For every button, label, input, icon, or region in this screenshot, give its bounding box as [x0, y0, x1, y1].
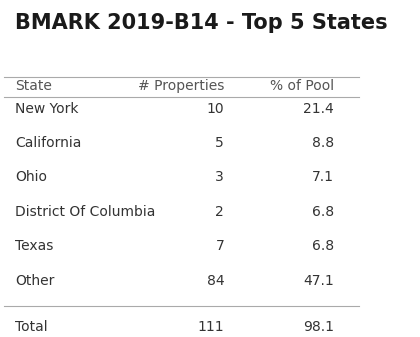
Text: 8.8: 8.8: [312, 136, 334, 150]
Text: Texas: Texas: [15, 239, 53, 253]
Text: 6.8: 6.8: [312, 205, 334, 219]
Text: 98.1: 98.1: [303, 320, 334, 334]
Text: 7: 7: [215, 239, 224, 253]
Text: 3: 3: [215, 171, 224, 184]
Text: # Properties: # Properties: [138, 79, 224, 93]
Text: 7.1: 7.1: [312, 171, 334, 184]
Text: % of Pool: % of Pool: [270, 79, 334, 93]
Text: 21.4: 21.4: [303, 102, 334, 116]
Text: 10: 10: [207, 102, 224, 116]
Text: District Of Columbia: District Of Columbia: [15, 205, 155, 219]
Text: State: State: [15, 79, 52, 93]
Text: 84: 84: [207, 274, 224, 287]
Text: 2: 2: [215, 205, 224, 219]
Text: 6.8: 6.8: [312, 239, 334, 253]
Text: California: California: [15, 136, 81, 150]
Text: Other: Other: [15, 274, 54, 287]
Text: 47.1: 47.1: [303, 274, 334, 287]
Text: Total: Total: [15, 320, 47, 334]
Text: 5: 5: [215, 136, 224, 150]
Text: New York: New York: [15, 102, 78, 116]
Text: Ohio: Ohio: [15, 171, 47, 184]
Text: BMARK 2019-B14 - Top 5 States: BMARK 2019-B14 - Top 5 States: [15, 13, 387, 33]
Text: 111: 111: [197, 320, 224, 334]
